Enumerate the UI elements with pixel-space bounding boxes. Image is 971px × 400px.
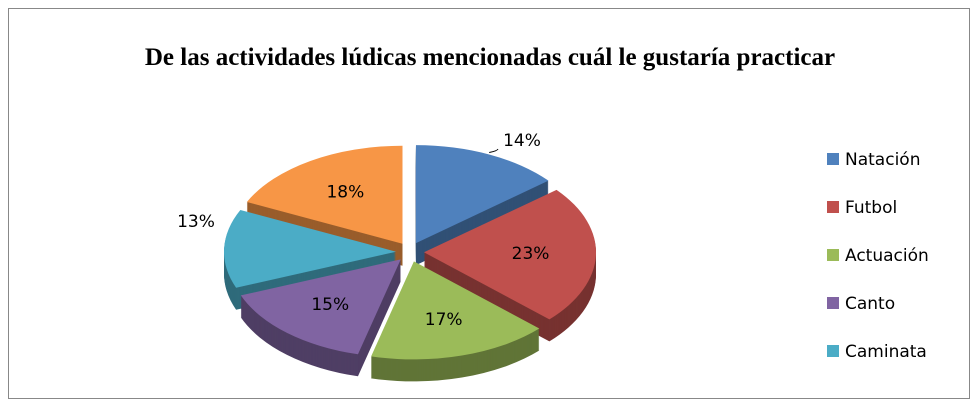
pie-slice — [240, 259, 401, 377]
pie-slice — [371, 261, 540, 382]
data-label: 15% — [311, 295, 349, 315]
leader-line — [489, 148, 499, 153]
pie-slice — [246, 145, 403, 266]
pie-slice — [224, 209, 397, 310]
legend-swatch — [827, 297, 839, 309]
slice-top — [240, 259, 401, 355]
legend-label: Futbol — [845, 198, 897, 218]
legend-label: Actuación — [845, 246, 929, 266]
legend-label: Natación — [845, 150, 920, 170]
pie-slice — [415, 145, 549, 266]
legend-label: Canto — [845, 294, 895, 314]
pie-slice — [423, 189, 596, 342]
legend-swatch — [827, 201, 839, 213]
legend-swatch — [827, 345, 839, 357]
chart-title: De las actividades lúdicas mencionadas c… — [144, 44, 836, 71]
slice-top — [423, 189, 596, 320]
data-label: 17% — [425, 310, 463, 330]
legend-label: Caminata — [845, 342, 927, 362]
slice-top — [224, 209, 397, 288]
slice-top — [371, 261, 540, 360]
data-label: 23% — [512, 244, 550, 264]
slice-top — [415, 145, 549, 244]
data-label: 14% — [503, 131, 541, 151]
slice-top — [246, 145, 403, 244]
legend-swatch — [827, 153, 839, 165]
data-label: 13% — [177, 212, 215, 232]
data-label: 18% — [326, 182, 364, 202]
legend-swatch — [827, 249, 839, 261]
